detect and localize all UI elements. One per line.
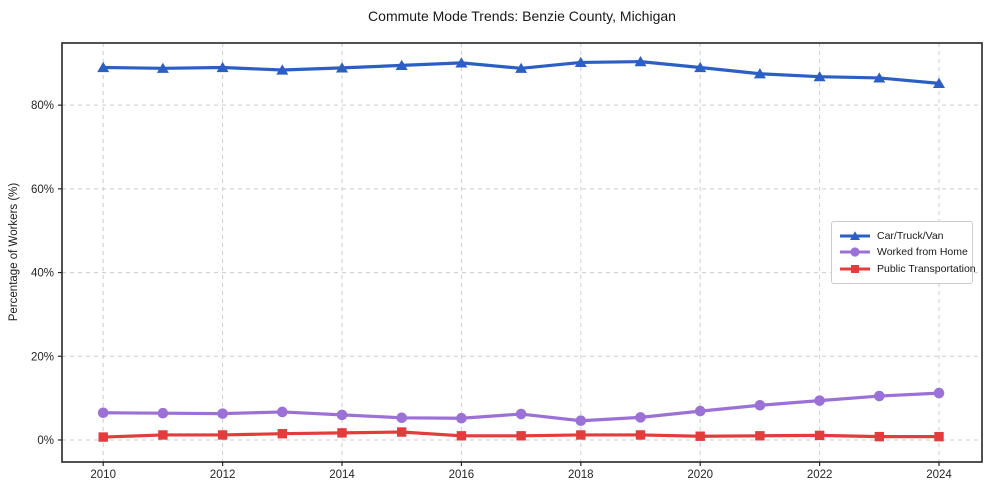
marker-worked-from-home bbox=[754, 399, 766, 411]
marker-public-transportation bbox=[158, 430, 168, 440]
marker-worked-from-home bbox=[515, 408, 527, 420]
marker-public-transportation bbox=[217, 430, 228, 440]
marker-car-truck-van bbox=[873, 72, 886, 83]
y-tick-label: 40% bbox=[31, 268, 54, 280]
y-tick-label: 0% bbox=[37, 435, 54, 447]
marker-car-truck-van bbox=[276, 64, 289, 75]
marker-public-transportation bbox=[576, 430, 586, 440]
x-tick-label: 2012 bbox=[210, 469, 236, 481]
y-tick-label: 60% bbox=[31, 184, 54, 196]
marker-worked-from-home bbox=[157, 407, 169, 419]
legend-item-car-truck-van: Car/Truck/Van bbox=[839, 228, 964, 244]
marker-worked-from-home bbox=[635, 412, 646, 423]
marker-car-truck-van bbox=[395, 59, 408, 70]
x-tick-label: 2014 bbox=[329, 469, 355, 481]
marker-worked-from-home bbox=[814, 395, 825, 406]
legend: Car/Truck/Van Worked from Home Public Tran… bbox=[831, 221, 976, 284]
marker-car-truck-van bbox=[753, 68, 766, 79]
plot-frame bbox=[61, 42, 983, 463]
marker-car-truck-van bbox=[455, 57, 468, 68]
marker-worked-from-home bbox=[874, 390, 885, 402]
marker-public-transportation bbox=[695, 431, 705, 441]
marker-public-transportation bbox=[337, 428, 347, 438]
marker-worked-from-home bbox=[336, 409, 348, 421]
marker-public-transportation bbox=[516, 431, 526, 441]
marker-worked-from-home bbox=[694, 405, 706, 417]
marker-car-truck-van bbox=[156, 62, 169, 73]
marker-worked-from-home bbox=[933, 387, 945, 399]
legend-label: Car/Truck/Van bbox=[877, 229, 944, 242]
marker-public-transportation bbox=[755, 431, 765, 441]
marker-worked-from-home bbox=[97, 407, 109, 419]
marker-car-truck-van bbox=[694, 61, 707, 73]
triangle-line-icon bbox=[840, 230, 870, 240]
marker-worked-from-home bbox=[276, 406, 288, 418]
x-tick-label: 2020 bbox=[687, 469, 713, 481]
marker-car-truck-van bbox=[933, 77, 946, 88]
y-tick-label: 20% bbox=[31, 351, 54, 363]
y-tick-label: 80% bbox=[31, 100, 54, 112]
square-line-icon bbox=[840, 264, 870, 273]
legend-item-public-transportation: Public Transportation bbox=[839, 261, 976, 277]
marker-worked-from-home bbox=[456, 412, 467, 424]
legend-item-worked-from-home: Worked from Home bbox=[839, 245, 968, 261]
marker-car-truck-van bbox=[813, 71, 826, 82]
marker-car-truck-van bbox=[216, 61, 229, 73]
marker-public-transportation bbox=[277, 429, 287, 439]
marker-car-truck-van bbox=[515, 62, 528, 73]
chart-title: Commute Mode Trends: Benzie County, Mich… bbox=[368, 8, 676, 24]
marker-car-truck-van bbox=[634, 56, 647, 67]
marker-public-transportation bbox=[397, 427, 407, 437]
marker-worked-from-home bbox=[575, 415, 587, 427]
marker-public-transportation bbox=[934, 431, 944, 442]
x-tick-label: 2018 bbox=[568, 469, 594, 481]
x-tick-label: 2024 bbox=[926, 469, 952, 481]
x-tick-label: 2016 bbox=[449, 469, 475, 481]
x-tick-label: 2010 bbox=[90, 469, 116, 481]
marker-public-transportation bbox=[874, 431, 885, 442]
circle-line-icon bbox=[840, 247, 870, 257]
marker-public-transportation bbox=[814, 430, 825, 441]
marker-public-transportation bbox=[98, 432, 108, 442]
marker-car-truck-van bbox=[574, 56, 587, 68]
marker-worked-from-home bbox=[396, 412, 408, 424]
marker-car-truck-van bbox=[336, 62, 348, 73]
marker-car-truck-van bbox=[97, 61, 110, 73]
marker-worked-from-home bbox=[217, 408, 228, 419]
legend-label: Public Transportation bbox=[877, 262, 976, 275]
x-tick-label: 2022 bbox=[807, 469, 833, 481]
marker-public-transportation bbox=[456, 431, 467, 441]
marker-public-transportation bbox=[635, 430, 646, 440]
legend-label: Worked from Home bbox=[877, 246, 968, 259]
